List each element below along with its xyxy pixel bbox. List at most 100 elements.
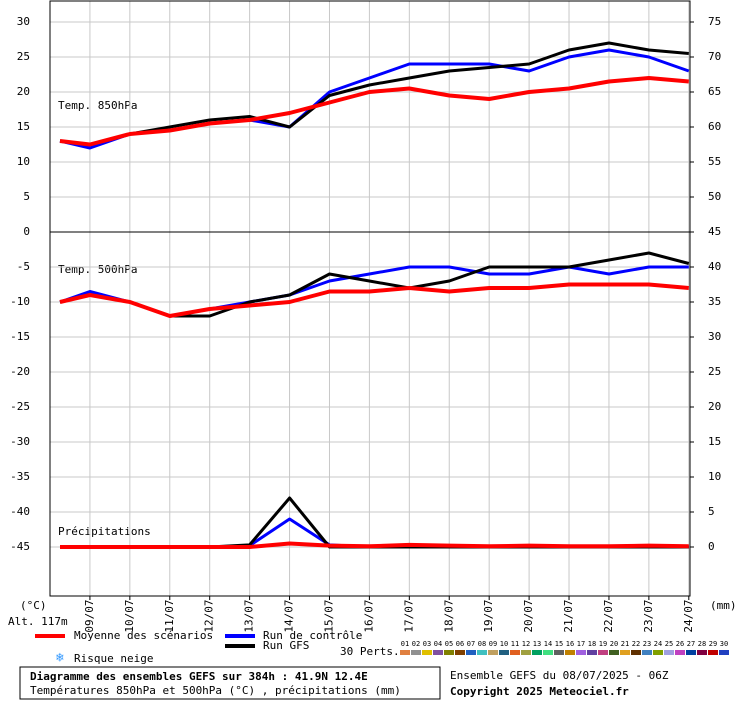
series-line	[60, 541, 689, 549]
y-tick-label: -5	[17, 260, 30, 273]
member-label: 30	[720, 640, 728, 648]
y-tick-label: 10	[17, 155, 30, 168]
y-tick-label: 30	[17, 15, 30, 28]
member-swatch	[411, 650, 421, 655]
y2-tick-label: 65	[708, 85, 721, 98]
member-label: 12	[522, 640, 530, 648]
member-swatch	[565, 650, 575, 655]
run-info: Ensemble GEFS du 08/07/2025 - 06Z	[450, 669, 669, 682]
y-tick-label: 5	[23, 190, 30, 203]
x-tick-label: 23/07	[642, 599, 655, 632]
member-label: 13	[533, 640, 541, 648]
altitude: Alt. 117m	[8, 615, 68, 628]
member-label: 20	[610, 640, 618, 648]
member-label: 21	[621, 640, 629, 648]
y-tick-label: -20	[10, 365, 30, 378]
footer-title: Diagramme des ensembles GEFS sur 384h : …	[30, 670, 368, 683]
x-tick-label: 10/07	[123, 599, 136, 632]
x-tick-label: 16/07	[362, 599, 375, 632]
y2-tick-label: 10	[708, 470, 721, 483]
member-label: 19	[599, 640, 607, 648]
series-line	[59, 41, 689, 146]
x-tick-label: 22/07	[602, 599, 615, 632]
unit-label: (mm)	[710, 599, 737, 612]
y-tick-label: 20	[17, 85, 30, 98]
y-tick-label: -45	[10, 540, 30, 553]
member-label: 05	[445, 640, 453, 648]
member-swatch	[587, 650, 597, 655]
member-label: 11	[511, 640, 519, 648]
member-label: 14	[544, 640, 552, 648]
plot-frame	[49, 231, 691, 597]
member-label: 28	[698, 640, 706, 648]
member-label: 02	[412, 640, 420, 648]
snow-icon: ❄	[55, 651, 64, 666]
footer-box	[19, 666, 441, 700]
member-label: 04	[434, 640, 442, 648]
x-tick-label: 24/07	[682, 599, 695, 632]
member-label: 26	[676, 640, 684, 648]
member-label: 27	[687, 640, 695, 648]
x-tick-label: 14/07	[283, 599, 296, 632]
x-tick-label: 17/07	[402, 599, 415, 632]
member-label: 22	[632, 640, 640, 648]
legend-label: Moyenne des scénarios	[74, 629, 213, 642]
x-tick-label: 18/07	[442, 599, 455, 632]
member-swatch	[675, 650, 685, 655]
y2-tick-label: 75	[708, 15, 721, 28]
member-swatch	[466, 650, 476, 655]
y-tick-label: -40	[10, 505, 30, 518]
y-tick-label: -30	[10, 435, 30, 448]
perturbations-label: 30 Perts.	[340, 645, 400, 658]
member-label: 15	[555, 640, 563, 648]
member-label: 16	[566, 640, 574, 648]
member-swatch	[477, 650, 487, 655]
footer-subtitle: Températures 850hPa et 500hPa (°C) , pré…	[30, 684, 401, 697]
y2-tick-label: 70	[708, 50, 721, 63]
y2-tick-label: 55	[708, 155, 721, 168]
unit-label: (°C)	[20, 599, 47, 612]
member-label: 29	[709, 640, 717, 648]
y-tick-label: 15	[17, 120, 30, 133]
x-tick-label: 13/07	[243, 599, 256, 632]
y2-tick-label: 20	[708, 400, 721, 413]
member-swatch	[686, 650, 696, 655]
member-swatch	[576, 650, 586, 655]
member-swatch	[488, 650, 498, 655]
x-tick-label: 15/07	[322, 599, 335, 632]
series-line	[59, 76, 689, 147]
y2-tick-label: 50	[708, 190, 721, 203]
member-swatch	[455, 650, 465, 655]
y-tick-label: -10	[10, 295, 30, 308]
y2-tick-label: 30	[708, 330, 721, 343]
member-label: 23	[643, 640, 651, 648]
member-swatch	[719, 650, 729, 655]
x-tick-label: 21/07	[562, 599, 575, 632]
x-tick-label: 11/07	[163, 599, 176, 632]
member-swatch	[554, 650, 564, 655]
legend-label: Run de contrôle	[263, 629, 362, 642]
y-tick-label: -15	[10, 330, 30, 343]
y2-tick-label: 0	[708, 540, 715, 553]
member-label: 10	[500, 640, 508, 648]
y2-tick-label: 45	[708, 225, 721, 238]
member-label: 03	[423, 640, 431, 648]
y2-tick-label: 40	[708, 260, 721, 273]
member-swatch	[400, 650, 410, 655]
member-swatch	[664, 650, 674, 655]
member-swatch	[499, 650, 509, 655]
member-swatch	[609, 650, 619, 655]
member-swatch	[444, 650, 454, 655]
member-swatch	[708, 650, 718, 655]
member-swatch	[653, 650, 663, 655]
x-tick-label: 20/07	[522, 599, 535, 632]
member-swatch	[631, 650, 641, 655]
member-swatch	[510, 650, 520, 655]
legend-label: Run GFS	[263, 639, 309, 652]
panel-label: Temp. 850hPa	[58, 99, 137, 112]
y-tick-label: 0	[23, 225, 30, 238]
snow-label: Risque neige	[74, 652, 153, 665]
y-tick-label: -35	[10, 470, 30, 483]
